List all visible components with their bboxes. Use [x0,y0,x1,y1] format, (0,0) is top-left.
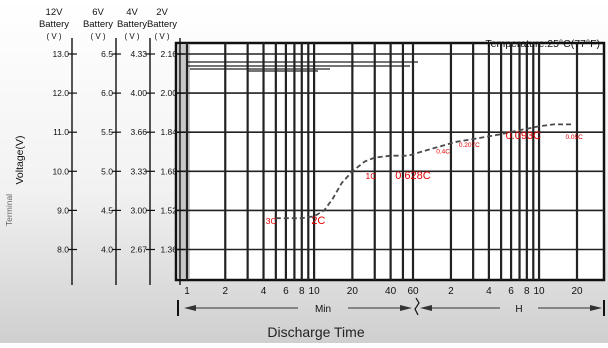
rate-label: 3C [266,216,277,226]
battery-tick-label: 10.0 [52,166,69,176]
battery-tick-label: 1.68 [160,166,177,176]
battery-tick-label: 6.0 [101,88,113,98]
x-tick-label-min: 2 [222,286,228,297]
battery-tick-label: 9.0 [57,205,69,215]
battery-tick-label: 1.36 [160,245,177,255]
battery-header-label: Battery [117,19,147,30]
battery-tick-label: 4.0 [101,245,113,255]
battery-tick-label: 4.5 [101,205,113,215]
rate-label: 1C [365,171,376,181]
battery-tick-label: 3.00 [130,205,147,215]
battery-tick-label: 2.00 [160,88,177,98]
x-tick-label-hour: 4 [486,286,492,297]
battery-unit: ( V ) [90,32,105,41]
axis-break [414,297,420,316]
min-range-label: Min [315,304,331,315]
battery-header-label: Battery [147,19,177,30]
x-tick-label-hour: 10 [533,286,545,297]
x-tick-label-min: 10 [309,286,321,297]
battery-header-voltage: 2V [156,7,168,18]
battery-tick-label: 8.0 [57,245,69,255]
hour-range-label: H [515,304,522,315]
rate-label: 2C [311,215,325,227]
battery-tick-label: 6.5 [101,49,113,59]
rate-label: 0.093C [506,130,542,142]
battery-tick-label: 4.00 [130,88,147,98]
min-arrow-head-left [184,305,196,311]
x-tick-label-hour: 8 [524,286,530,297]
x-tick-label-min: 20 [347,286,359,297]
rate-label: 0.207C [459,142,480,149]
rate-label: 0.05C [566,134,584,141]
y-axis-label-secondary: Terminal [4,194,14,226]
battery-header-label: Battery [39,19,69,30]
battery-unit: ( V ) [124,32,139,41]
rate-label: 0.4C [436,149,450,156]
y-axis-label: Voltage(V) [14,135,26,184]
battery-tick-label: 11.0 [53,127,69,137]
hour-arrow-head-right [590,305,602,311]
x-tick-label-min: 40 [385,286,397,297]
x-axis-label: Discharge Time [267,324,364,340]
x-tick-label-hour: 20 [571,286,583,297]
x-tick-label-hour: 6 [508,286,514,297]
battery-tick-label: 4.33 [130,49,147,59]
temperature-label: Temperature:25°C(77°F) [485,38,600,50]
battery-tick-label: 13.0 [52,49,69,59]
battery-header-voltage: 12V [46,7,64,18]
battery-tick-label: 2.67 [130,245,147,255]
x-tick-label-hour: 2 [448,286,454,297]
battery-tick-label: 1.52 [160,205,177,215]
battery-header-voltage: 4V [126,7,138,18]
battery-tick-label: 5.0 [101,166,113,176]
battery-tick-label: 3.66 [130,127,147,137]
battery-unit: ( V ) [46,32,61,41]
battery-tick-label: 1.84 [160,127,177,137]
discharge-curve [275,123,572,220]
x-tick-label-min: 60 [407,286,419,297]
battery-tick-label: 5.5 [101,127,113,137]
x-tick-label-min: 1 [184,286,190,297]
rate-label: 0.628C [395,170,431,182]
x-tick-label-min: 4 [261,286,267,297]
x-tick-label-min: 8 [299,286,305,297]
x-tick-label-min: 6 [283,286,289,297]
hour-arrow-head-left [420,305,432,311]
battery-tick-label: 2.16 [160,49,177,59]
battery-header-label: Battery [83,19,113,30]
battery-unit: ( V ) [154,32,169,41]
battery-header-voltage: 6V [92,7,104,18]
battery-tick-label: 3.33 [130,166,147,176]
min-arrow-head-right [400,305,412,311]
battery-tick-label: 12.0 [52,88,69,98]
